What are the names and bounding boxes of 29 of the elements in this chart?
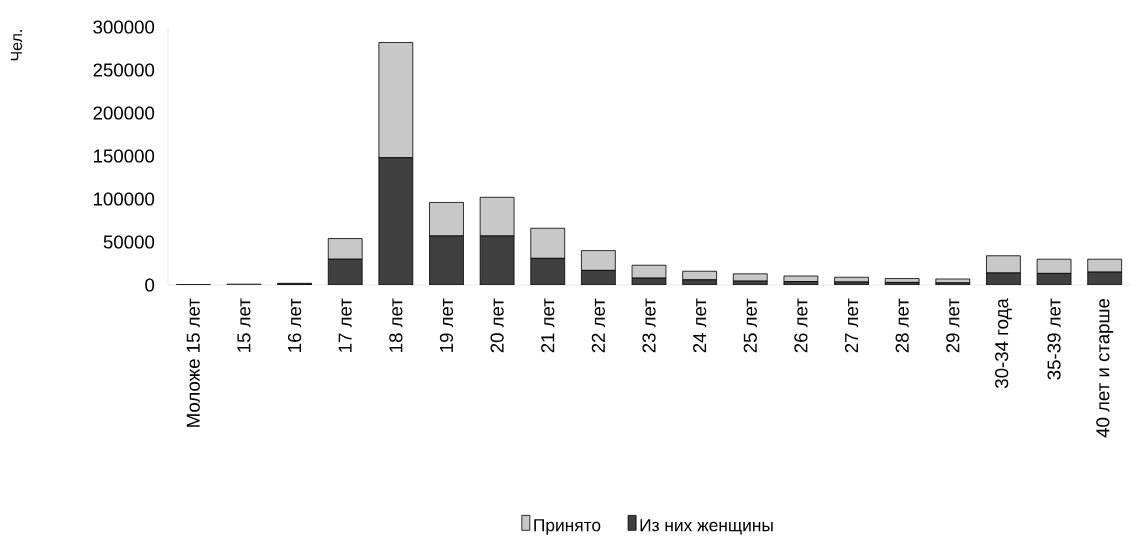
- y-tick-label: 250000: [93, 63, 155, 77]
- x-tick-label: 19 лет: [439, 298, 454, 352]
- x-tick-label: 18 лет: [389, 298, 403, 352]
- y-tick-label: 50000: [103, 235, 155, 249]
- x-tick-label: 15 лет: [237, 298, 251, 352]
- x-tick-label: 28 лет: [895, 298, 909, 353]
- x-tick-label: 35-39 лет: [1047, 298, 1061, 380]
- x-tick-label: Моложе 15 лет: [186, 298, 200, 427]
- x-tick-label: 17 лет: [338, 298, 352, 352]
- x-tick-label: 23 лет: [642, 298, 656, 353]
- legend-label: Принято: [534, 519, 601, 535]
- x-tick-label: 25 лет: [743, 298, 757, 353]
- y-axis-title: Чел.: [10, 30, 23, 61]
- x-tick-label: 24 лет: [693, 298, 707, 353]
- x-tick-label: 21 лет: [541, 298, 555, 353]
- x-tick-label: 29 лет: [946, 298, 960, 353]
- x-tick-label: 40 лет и старше: [1096, 298, 1114, 438]
- y-tick-label: 100000: [93, 192, 155, 206]
- x-tick-label: 26 лет: [794, 298, 808, 353]
- y-tick-label: 200000: [93, 106, 155, 120]
- y-tick-label: 0: [145, 278, 155, 292]
- x-tick-label: 27 лет: [844, 298, 859, 353]
- y-tick-label: 300000: [93, 20, 155, 34]
- x-tick-label: 20 лет: [490, 298, 504, 353]
- legend-label: Из них женщины: [640, 519, 773, 535]
- x-tick-label: 16 лет: [287, 298, 302, 352]
- x-tick-label: 22 лет: [591, 298, 605, 353]
- x-tick-label: 30-34 года: [995, 298, 1012, 389]
- y-tick-label: 150000: [93, 149, 155, 163]
